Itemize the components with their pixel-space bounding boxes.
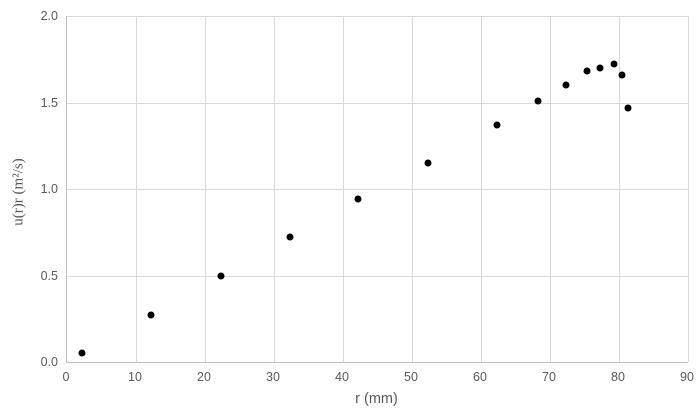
data-point xyxy=(624,104,632,112)
data-point xyxy=(217,272,225,279)
vertical-gridline xyxy=(688,16,689,362)
data-point xyxy=(78,349,86,357)
x-axis-tick-label: 50 xyxy=(404,370,418,384)
x-axis-tick-label: 30 xyxy=(266,370,280,384)
y-axis-tick-label: 0.5 xyxy=(40,268,58,283)
x-axis-tick-label: 20 xyxy=(197,370,211,384)
x-axis-tick-label: 10 xyxy=(128,370,142,384)
data-point xyxy=(534,97,542,105)
plot-area xyxy=(66,16,689,363)
x-axis-tick-label: 70 xyxy=(542,370,556,384)
x-axis-title: r (mm) xyxy=(355,391,398,407)
horizontal-gridline xyxy=(67,103,688,104)
data-point xyxy=(493,121,501,129)
x-axis-tick-label: 90 xyxy=(680,370,694,384)
y-axis-tick-label: 2.0 xyxy=(40,8,58,23)
horizontal-gridline xyxy=(67,189,688,190)
data-point xyxy=(618,71,626,79)
data-point xyxy=(286,233,294,241)
horizontal-gridline xyxy=(67,276,688,277)
data-point xyxy=(354,195,362,203)
data-point xyxy=(583,67,591,75)
y-axis-tick-label: 0.0 xyxy=(40,354,58,369)
data-point xyxy=(596,64,604,72)
data-point xyxy=(610,60,618,68)
y-axis-tick-label: 1.5 xyxy=(40,95,58,110)
data-point xyxy=(424,159,432,167)
x-axis-tick-label: 80 xyxy=(611,370,625,384)
x-axis-tick-label: 0 xyxy=(62,370,70,384)
data-point xyxy=(147,311,155,319)
x-axis-tick-label: 60 xyxy=(473,370,487,384)
horizontal-gridline xyxy=(67,16,688,17)
y-axis-tick-label: 1.0 xyxy=(40,181,58,196)
data-point xyxy=(562,81,570,89)
x-axis-tick-label: 40 xyxy=(335,370,349,384)
